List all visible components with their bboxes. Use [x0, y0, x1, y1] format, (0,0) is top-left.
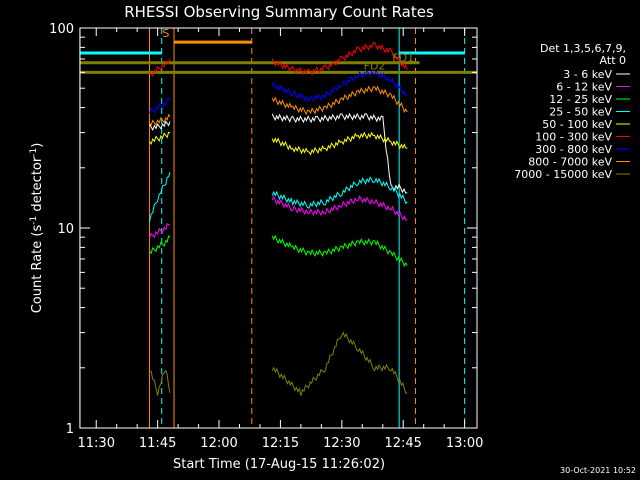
x-tick-label: 11:30 — [78, 436, 115, 451]
x-tick-label: 11:45 — [139, 436, 176, 451]
y-axis-title-end: ) — [30, 143, 45, 148]
x-tick-label: 12:45 — [384, 436, 421, 451]
legend-header-detectors: Det 1,3,5,6,7,9, — [540, 42, 626, 55]
legend-header-attenuator: Att 0 — [600, 54, 626, 67]
y-axis-title: Count Rate (s-1 detector-1) — [29, 143, 45, 314]
y-tick-label: 1 — [66, 422, 74, 437]
legend-label: 100 - 300 keV — [535, 131, 612, 144]
x-tick-label: 12:00 — [200, 436, 237, 451]
y-axis-title-sup2: -1 — [29, 148, 39, 157]
series-line-5 — [149, 58, 171, 77]
series-line-4 — [149, 131, 171, 145]
series-line-5 — [271, 41, 408, 76]
series-line-4 — [271, 131, 408, 156]
annotation-label: S — [162, 27, 169, 40]
chart-title: RHESSI Observing Summary Count Rates — [124, 3, 434, 21]
legend-label: 300 - 800 keV — [535, 143, 612, 156]
series-line-6 — [271, 69, 408, 103]
y-tick-label: 100 — [49, 22, 74, 37]
legend-label: 25 - 50 keV — [549, 106, 612, 119]
legend-label: 50 - 100 keV — [542, 118, 612, 131]
series-line-7 — [271, 85, 408, 116]
plot-area: S FD2 FD1 — [79, 27, 477, 428]
x-axis-title: Start Time (17-Aug-15 11:26:02) — [173, 457, 385, 472]
series-line-7 — [148, 113, 171, 127]
legend-label: 7000 - 15000 keV — [514, 168, 612, 181]
y-axis-title-sup1: -1 — [29, 216, 39, 225]
x-tick-label: 13:00 — [446, 436, 483, 451]
y-axis-title-mid: detector — [30, 156, 45, 216]
x-tick-label: 12:30 — [323, 436, 360, 451]
y-tick-label: 10 — [57, 222, 74, 237]
annotation-label: FD2 — [364, 60, 386, 73]
x-tick-label: 12:15 — [262, 436, 299, 451]
axis-ticks: 11:30 11:45 12:00 12:15 12:30 12:45 13:00 1 10 10… — [49, 22, 483, 451]
series-line-1 — [271, 195, 408, 221]
series-line-0 — [271, 112, 408, 194]
series-line-0 — [148, 120, 171, 131]
series-line-3 — [271, 176, 408, 209]
series-line-8 — [149, 369, 171, 396]
series-line-3 — [148, 172, 171, 223]
series-line-2 — [271, 234, 408, 268]
legend-label: 6 - 12 keV — [556, 81, 612, 94]
series-line-8 — [271, 331, 408, 396]
series-line-1 — [148, 222, 171, 239]
series-line-2 — [149, 235, 171, 255]
y-axis-title-main: Count Rate (s — [30, 225, 45, 314]
timestamp: 30-Oct-2021 10:52 — [560, 466, 636, 475]
annotation-label: FD1 — [392, 51, 414, 64]
legend-label: 12 - 25 keV — [549, 93, 612, 106]
legend-label: 3 - 6 keV — [563, 68, 612, 81]
series-line-6 — [148, 97, 171, 114]
legend-label: 800 - 7000 keV — [528, 156, 612, 169]
